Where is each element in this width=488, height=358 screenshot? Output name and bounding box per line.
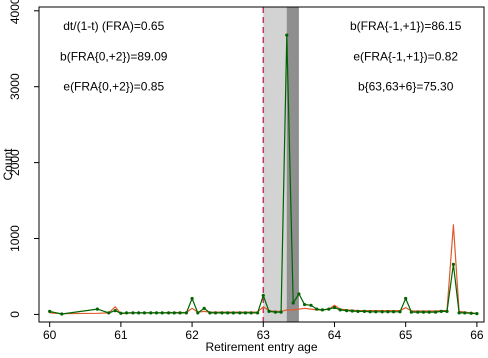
data-point [356,309,360,313]
data-point [285,33,289,37]
data-point [421,310,426,314]
data-point [463,311,467,315]
data-point [196,311,200,315]
data-point [166,311,171,315]
y-tick-label: 0 [8,311,22,318]
data-point [142,311,146,315]
data-point [48,309,52,313]
x-axis-label: Retirement entry age [205,340,317,354]
data-point [416,310,420,314]
annotation-0: dt/(1-t) (FRA)=0.65 [63,19,164,33]
data-point [469,311,473,315]
data-point [445,309,449,313]
y-tick-label: 2000 [8,149,22,176]
data-point [178,311,182,315]
x-tick-label: 61 [114,328,128,342]
data-point [362,309,366,313]
annotation-3: b(FRA{-1,+1})=86.15 [350,19,462,33]
annotation-5: b{63,63+6}=75.30 [358,80,454,94]
data-point [243,311,248,315]
data-point [190,296,194,301]
data-point [60,312,64,316]
data-point [137,311,141,315]
data-point [433,310,438,314]
data-point [184,311,188,315]
shaded-region-1 [286,7,299,322]
annotations: dt/(1-t) (FRA)=0.65 b(FRA{0,+2})=89.09 e(F… [60,19,462,94]
data-point [202,306,206,310]
data-point [439,309,443,313]
x-tick-label: 64 [328,328,342,342]
data-point [398,310,402,314]
data-point [309,303,313,307]
annotation-4: e(FRA{-1,+1})=0.82 [353,49,458,63]
data-point [332,305,337,310]
data-point [113,309,117,313]
x-tick-label: 60 [43,328,57,342]
data-point [95,307,99,311]
y-tick-label: 1000 [8,225,22,252]
data-point [451,262,455,266]
data-point [249,311,253,315]
data-point [297,292,301,296]
data-point [475,312,479,316]
data-point [273,310,277,314]
data-point [315,307,319,311]
x-tick-label: 66 [470,328,484,342]
data-point [302,302,307,307]
x-tick-label: 62 [185,328,199,342]
series-markers [48,33,479,316]
data-point [124,311,129,315]
data-point [149,311,153,315]
y-axis-label: Count [1,148,15,181]
data-point [160,311,164,315]
plot-frame [38,6,485,323]
data-point [220,311,224,315]
data-point [344,309,349,313]
data-point [391,310,396,314]
y-tick-label: 4000 [8,0,22,24]
data-point [409,310,413,314]
data-point [338,308,342,312]
data-point [261,293,265,298]
data-point [386,310,390,314]
x-tick-label: 65 [399,328,413,342]
data-point [350,309,354,313]
data-point [374,310,378,314]
data-point [131,311,135,315]
data-point [172,311,176,315]
data-point [267,309,271,313]
data-point [208,311,212,315]
data-point [380,310,384,314]
data-point [226,311,230,315]
data-point [255,311,260,315]
data-point [327,307,331,311]
y-tick-label: 3000 [8,73,22,100]
data-point [291,301,295,305]
data-point [404,296,408,301]
annotation-1: b(FRA{0,+2})=89.09 [60,49,168,63]
data-point [320,308,324,312]
axes: 60 61 62 63 64 65 66 0 1000 2000 3000 4000 [8,0,484,342]
data-point [213,311,218,315]
annotation-2: e(FRA{0,+2})=0.85 [63,80,164,94]
x-tick-label: 63 [257,328,271,342]
data-point [457,311,461,315]
data-point [107,311,111,315]
data-point [427,310,431,314]
shaded-regions [263,7,299,322]
data-point [368,310,372,314]
data-point [238,311,242,315]
data-point [119,311,123,315]
data-point [231,311,235,315]
data-point [154,311,159,315]
data-point [279,310,283,314]
